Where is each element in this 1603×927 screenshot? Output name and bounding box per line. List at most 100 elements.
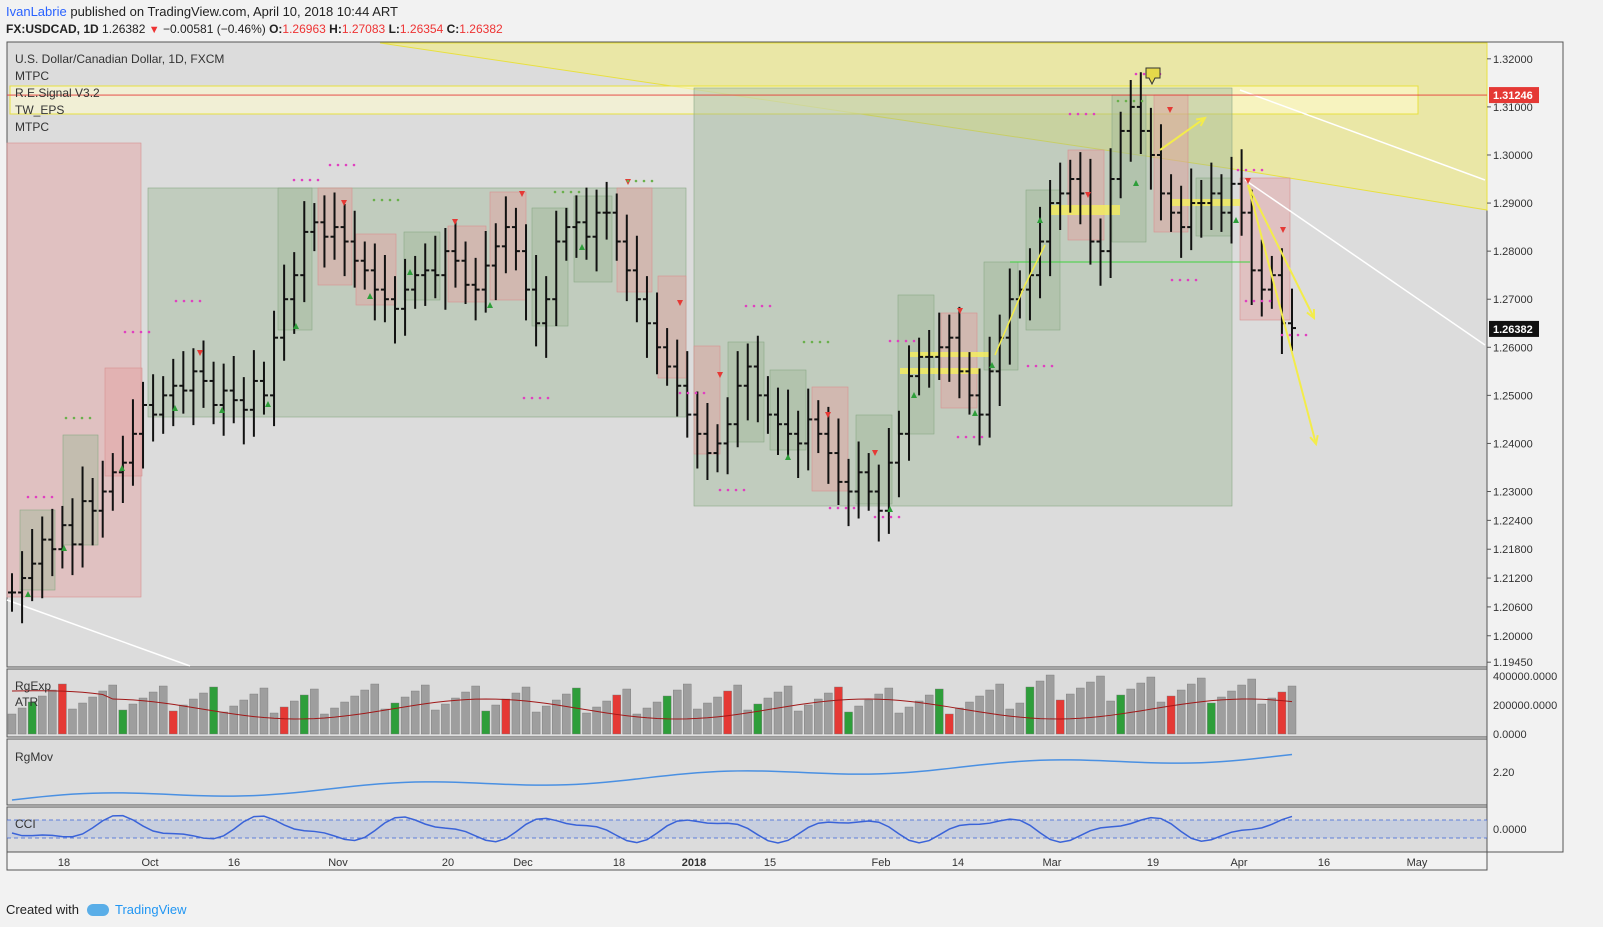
signal-dot-19 (1084, 112, 1088, 116)
signal-up-icon (972, 410, 978, 416)
volume-bar-6 (68, 708, 77, 735)
time-tick-label: 20 (442, 857, 454, 869)
volume-bar-50 (511, 692, 521, 735)
volume-bar-116 (1176, 689, 1186, 735)
signal-dot-8 (561, 190, 565, 194)
volume-bar-77 (783, 685, 793, 735)
low-label: L: (388, 22, 400, 36)
time-tick-label: Feb (872, 857, 891, 869)
signal-dot-5 (328, 163, 332, 167)
signal-dot-6 (396, 198, 400, 202)
volume-bar-87 (884, 687, 894, 735)
chart-canvas[interactable]: 1.32000 1.31000 1.30000 1.29000 1.28000 1.270… (0, 0, 1603, 900)
open-label: O: (269, 22, 283, 36)
signal-dot-0 (26, 495, 30, 499)
volume-bar-59 (602, 700, 611, 735)
rgmov-pane (6, 738, 1488, 806)
volume-bar-24 (249, 693, 259, 735)
signal-dot-7 (522, 396, 526, 400)
signal-up-icon (61, 545, 67, 551)
signal-dot-15 (889, 515, 893, 519)
cci-line (11, 814, 1293, 844)
volume-bar-124 (1257, 703, 1266, 735)
signal-dot-13 (818, 340, 822, 344)
volume-bar-8 (88, 696, 97, 735)
signal-dot-5 (344, 163, 348, 167)
signal-dot-23 (1260, 168, 1264, 172)
signal-dot-4 (308, 178, 312, 182)
signal-dot-11 (726, 488, 730, 492)
volume-bar-46 (471, 685, 480, 735)
price-tick-label: 1.30000 (1493, 150, 1533, 162)
signal-dot-8 (577, 190, 581, 194)
volume-bar-38 (390, 702, 400, 735)
signal-dot-2 (139, 330, 143, 334)
volume-bar-28 (290, 700, 299, 735)
signal-dot-1 (72, 416, 76, 420)
signal-dot-22 (1194, 278, 1198, 282)
price-tick-label: 1.22400 (1493, 515, 1533, 527)
signal-dot-2 (123, 330, 127, 334)
signal-down-icon (717, 372, 723, 378)
legend-ind2: R.E.Signal V3.2 (15, 86, 100, 100)
time-axis (6, 851, 1488, 871)
signal-dot-6 (380, 198, 384, 202)
price-tick-label: 1.20600 (1493, 602, 1533, 614)
signal-dot-10 (694, 391, 698, 395)
volume-bar-89 (904, 706, 914, 735)
signal-dot-2 (147, 330, 151, 334)
time-tick-label: Mar (1043, 857, 1062, 869)
volume-tick-label: 0.0000 (1493, 729, 1527, 741)
volume-bar-30 (310, 688, 319, 735)
signal-up-icon (119, 465, 125, 471)
signal-dot-19 (1092, 112, 1096, 116)
volume-bar-114 (1156, 701, 1166, 735)
signal-up-icon (367, 293, 373, 299)
signal-up-icon (265, 401, 271, 407)
volume-bar-52 (531, 711, 541, 735)
volume-bar-101 (1025, 686, 1035, 735)
signal-dot-24 (1244, 299, 1248, 303)
volume-bar-98 (995, 683, 1004, 735)
volume-bar-3 (38, 695, 47, 735)
volume-bar-118 (1197, 677, 1206, 735)
price-tick-label: 1.21200 (1493, 573, 1533, 585)
signal-down-icon (341, 200, 347, 206)
volume-bar-117 (1187, 683, 1196, 735)
signal-dot-14 (828, 506, 832, 510)
signal-dot-3 (198, 299, 202, 303)
volume-bar-43 (441, 703, 450, 735)
volume-bar-80 (814, 698, 823, 735)
signal-dot-9 (650, 179, 654, 183)
signal-dot-13 (826, 340, 830, 344)
signal-dot-2 (131, 330, 135, 334)
range-box-24 (1025, 189, 1061, 331)
signal-up-icon (407, 269, 413, 275)
signal-dot-22 (1170, 278, 1174, 282)
signal-up-icon (887, 506, 893, 512)
volume-bar-39 (400, 696, 410, 735)
tradingview-link[interactable]: TradingView (86, 902, 187, 917)
signal-dot-20 (1140, 99, 1144, 103)
cci-band (7, 820, 1487, 838)
volume-bar-107 (1086, 681, 1095, 735)
volume-bar-14 (148, 691, 158, 735)
volume-bar-10 (108, 684, 117, 735)
range-box-2 (693, 87, 1233, 507)
author-link[interactable]: IvanLabrie (6, 4, 67, 19)
trendline-lower (6, 599, 191, 667)
signal-dot-11 (742, 488, 746, 492)
signal-down-icon (197, 350, 203, 356)
signal-dot-8 (569, 190, 573, 194)
volume-bar-31 (320, 713, 329, 735)
price-tick-label: 1.31000 (1493, 102, 1533, 114)
signal-dot-14 (836, 506, 840, 510)
projection-arrow-2 (1247, 184, 1317, 445)
volume-bar-1 (17, 707, 27, 735)
legend-rgmov: RgMov (15, 750, 54, 764)
legend-ind1: MTPC (15, 69, 49, 83)
time-tick-label: Nov (328, 857, 348, 869)
volume-bar-86 (874, 693, 883, 735)
projection-arrow-2-head (1309, 434, 1319, 447)
signal-dot-3 (190, 299, 194, 303)
